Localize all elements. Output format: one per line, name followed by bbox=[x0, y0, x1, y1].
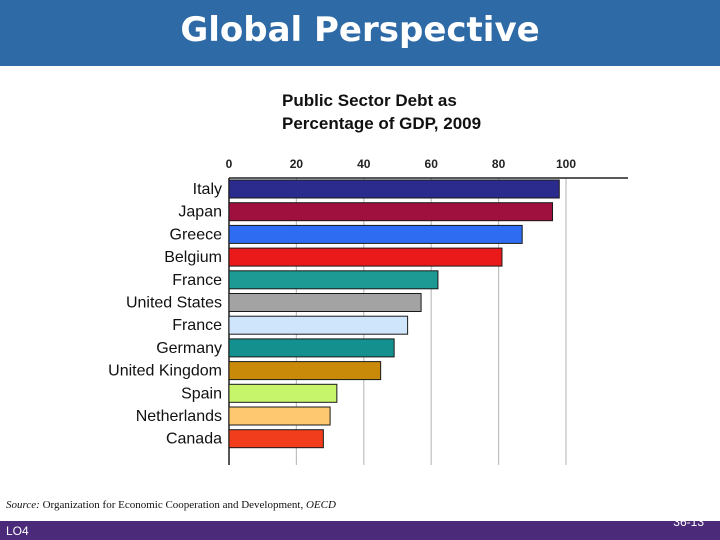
bar bbox=[228, 315, 409, 335]
x-tick-label: 0 bbox=[226, 157, 233, 171]
bar bbox=[228, 224, 523, 244]
footer-bar: LO4 36-13 bbox=[0, 515, 720, 540]
source-publication: OECD bbox=[305, 499, 336, 511]
x-tick-label: 20 bbox=[290, 157, 304, 171]
bar bbox=[228, 247, 503, 267]
category-label: Belgium bbox=[164, 249, 222, 266]
category-label: France bbox=[172, 272, 222, 289]
x-tick-label: 100 bbox=[556, 157, 576, 171]
category-label: Spain bbox=[181, 385, 222, 402]
bar bbox=[228, 383, 338, 403]
category-label: United States bbox=[126, 295, 222, 312]
category-label: Germany bbox=[156, 340, 222, 357]
x-tick-label: 80 bbox=[492, 157, 506, 171]
bar bbox=[228, 406, 331, 426]
source-note: Source: Organization for Economic Cooper… bbox=[6, 499, 336, 511]
category-label: United Kingdom bbox=[108, 363, 222, 380]
page-number: 36-13 bbox=[673, 515, 704, 529]
header-bar: Global Perspective bbox=[0, 0, 720, 66]
source-text: Organization for Economic Cooperation an… bbox=[42, 499, 304, 511]
bar bbox=[228, 429, 324, 449]
category-label: Netherlands bbox=[136, 408, 222, 425]
x-tick-label: 60 bbox=[425, 157, 439, 171]
category-label: Japan bbox=[178, 204, 222, 221]
category-label: Italy bbox=[193, 181, 222, 198]
chart-title-line-1: Public Sector Debt as bbox=[282, 91, 457, 110]
bar bbox=[228, 179, 560, 199]
x-tick-label: 40 bbox=[357, 157, 371, 171]
category-label: Canada bbox=[166, 431, 222, 448]
category-label: France bbox=[172, 317, 222, 334]
learning-objective-label: LO4 bbox=[6, 524, 29, 538]
slide-title: Global Perspective bbox=[180, 10, 540, 50]
bar bbox=[228, 361, 382, 381]
source-label: Source: bbox=[6, 499, 40, 511]
bar bbox=[228, 293, 422, 312]
bar bbox=[228, 270, 439, 290]
chart-title-line-2: Percentage of GDP, 2009 bbox=[282, 114, 482, 133]
bar bbox=[228, 202, 554, 222]
bar bbox=[228, 338, 395, 358]
category-label: Greece bbox=[170, 226, 223, 243]
chart-title: Public Sector Debt as Percentage of GDP,… bbox=[282, 89, 582, 135]
